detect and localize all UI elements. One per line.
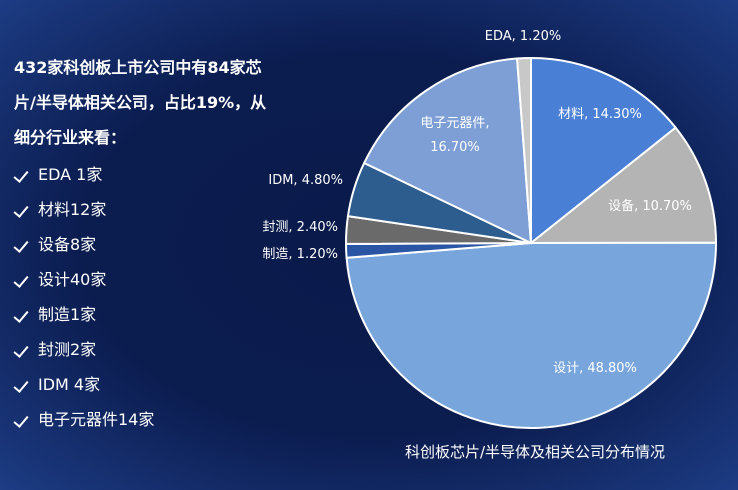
item-list: EDA 1家 材料12家 设备8家 设计40家 制造1家 封测2家 IDM 4家 电子元器件1… bbox=[14, 157, 276, 437]
pie-slice bbox=[345, 241, 718, 429]
pie-slice bbox=[516, 56, 532, 244]
item: EDA 1家 bbox=[14, 157, 276, 192]
pie-slice bbox=[530, 56, 678, 246]
item: 设备8家 bbox=[14, 227, 276, 262]
slice-label: 材料, 14.30% bbox=[558, 107, 642, 122]
item: 电子元器件14家 bbox=[14, 402, 276, 437]
slice-label: 封测, 2.40% bbox=[262, 220, 338, 235]
slice-label: IDM, 4.80% bbox=[268, 173, 343, 188]
chart-title: 科创板芯片/半导体及相关公司分布情况 bbox=[405, 443, 665, 461]
text-panel: 432家科创板上市公司中有84家芯片/半导体相关公司，占比19%，从细分行业来看… bbox=[14, 50, 276, 437]
pie-slice bbox=[528, 126, 718, 245]
slice-label: EDA, 1.20% bbox=[485, 29, 561, 44]
item: 设计40家 bbox=[14, 262, 276, 297]
slice-label: 电子元器件, 16.70% bbox=[420, 116, 489, 155]
item: 材料12家 bbox=[14, 192, 276, 227]
intro-text: 432家科创板上市公司中有84家芯片/半导体相关公司，占比19%，从细分行业来看… bbox=[14, 58, 267, 147]
item: 制造1家 bbox=[14, 297, 276, 332]
slice-label: 设备, 10.70% bbox=[608, 198, 692, 214]
slice-label: 制造, 1.20% bbox=[262, 247, 338, 262]
item: 封测2家 bbox=[14, 332, 276, 367]
item: IDM 4家 bbox=[14, 367, 276, 402]
pie-slice bbox=[362, 57, 533, 245]
slice-label: 设计, 48.80% bbox=[553, 361, 637, 376]
